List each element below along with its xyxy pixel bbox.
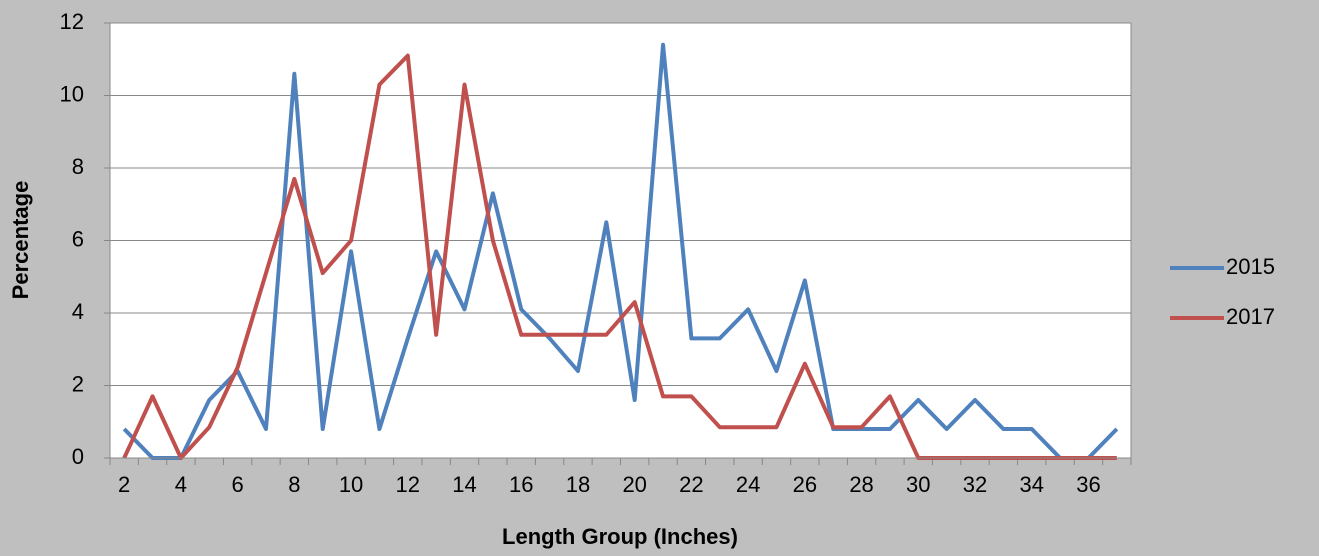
y-tick-label: 0	[72, 444, 84, 469]
y-tick-label: 10	[60, 81, 84, 106]
x-tick-label: 28	[849, 472, 873, 497]
x-tick-label: 10	[339, 472, 363, 497]
x-tick-label: 20	[622, 472, 646, 497]
x-tick-label: 14	[452, 472, 476, 497]
x-tick-label: 8	[288, 472, 300, 497]
x-tick-label: 36	[1076, 472, 1100, 497]
x-tick-label: 26	[793, 472, 817, 497]
x-tick-label: 16	[509, 472, 533, 497]
x-tick-label: 22	[679, 472, 703, 497]
y-tick-label: 6	[72, 226, 84, 251]
y-tick-label: 12	[60, 9, 84, 34]
y-tick-label: 4	[72, 299, 84, 324]
x-tick-label: 24	[736, 472, 760, 497]
legend-label: 2017	[1226, 304, 1275, 329]
x-tick-label: 12	[396, 472, 420, 497]
x-tick-label: 4	[175, 472, 187, 497]
x-tick-label: 34	[1019, 472, 1043, 497]
y-tick-label: 2	[72, 371, 84, 396]
y-tick-label: 8	[72, 154, 84, 179]
x-tick-label: 30	[906, 472, 930, 497]
x-tick-label: 32	[963, 472, 987, 497]
series-line	[122, 42, 1119, 460]
x-axis-title: Length Group (Inches)	[502, 524, 738, 549]
x-tick-label: 18	[566, 472, 590, 497]
x-tick-label: 6	[232, 472, 244, 497]
y-axis-title: Percentage	[8, 181, 33, 300]
x-tick-label: 2	[118, 472, 130, 497]
legend-label: 2015	[1226, 254, 1275, 279]
